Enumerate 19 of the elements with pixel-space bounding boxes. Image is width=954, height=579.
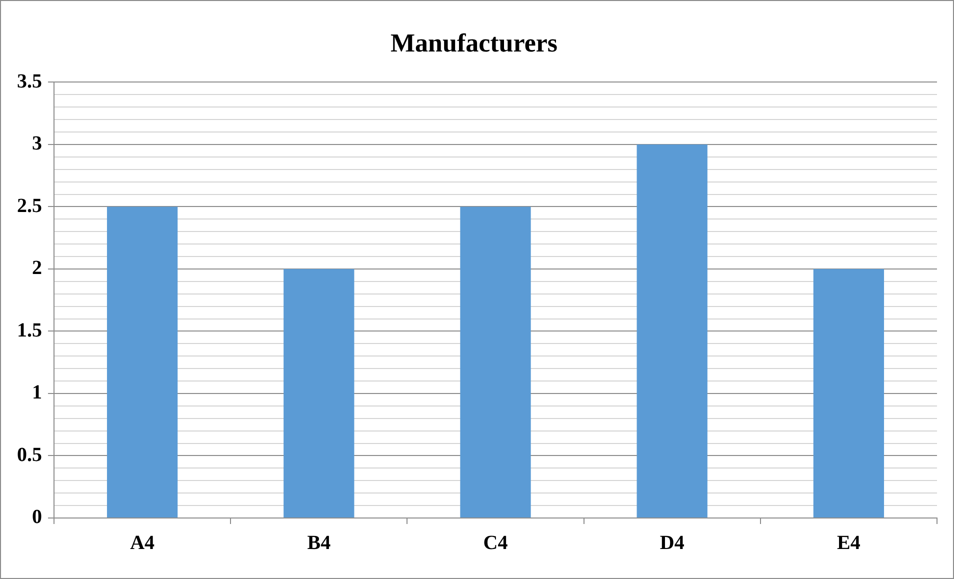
chart-title: Manufacturers	[390, 28, 558, 58]
y-tick-label: 2.5	[17, 194, 42, 217]
y-tick-label: 1.5	[17, 319, 42, 342]
y-tick-label: 0.5	[17, 444, 42, 466]
y-tick-label: 0	[32, 506, 42, 528]
bar	[636, 144, 708, 518]
x-tick-label: C4	[483, 532, 508, 554]
bar	[813, 268, 884, 518]
y-tick-label: 2	[32, 257, 42, 280]
bar	[460, 206, 531, 518]
y-tick-label: 3	[32, 132, 42, 155]
x-tick-label: B4	[307, 532, 331, 554]
bar	[284, 268, 354, 518]
y-tick-label: 3.5	[17, 70, 42, 92]
bar	[106, 206, 178, 518]
x-tick-label: D4	[660, 532, 684, 554]
x-tick-label: E4	[837, 532, 860, 554]
x-tick-label: A4	[130, 532, 155, 554]
y-tick-label: 1	[32, 382, 42, 404]
